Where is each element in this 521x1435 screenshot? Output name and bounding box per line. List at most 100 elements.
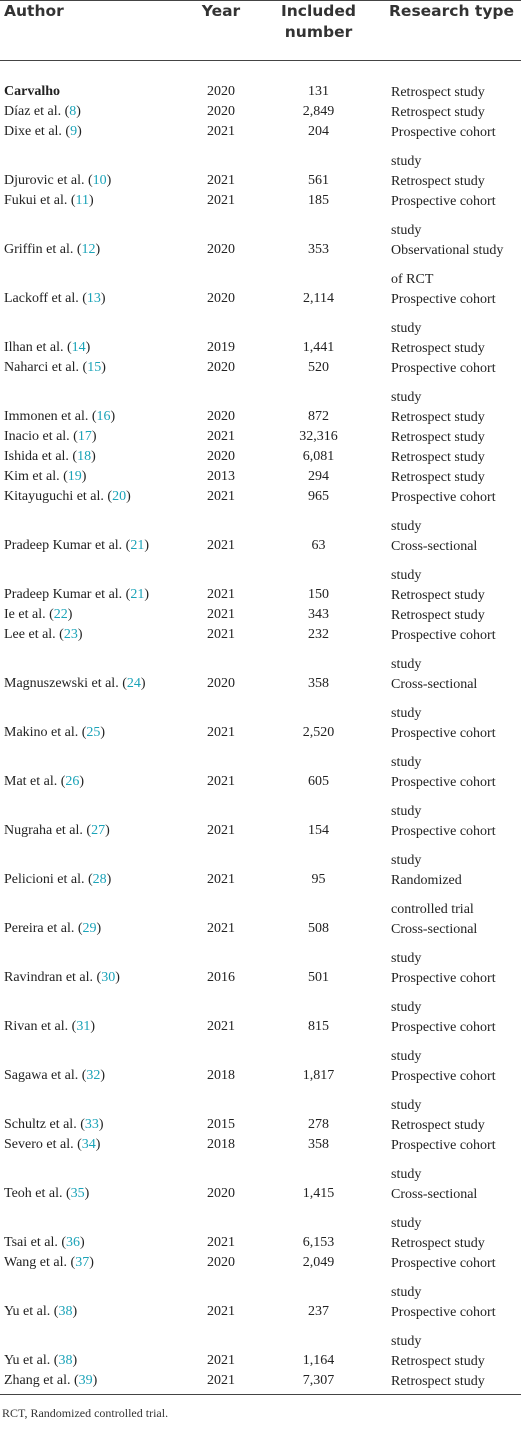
table-row: Ilhan et al. (14) 2019 1,441 Retrospect stu…	[0, 338, 521, 358]
author-name: Pradeep Kumar et al. (	[4, 538, 131, 553]
type-cell: Retrospect study	[385, 61, 521, 103]
reference-close: )	[91, 449, 96, 464]
research-type: Randomized controlled trial	[391, 872, 474, 917]
table-row: Wang et al. (37) 2020 2,049 Prospective coh…	[0, 1253, 521, 1302]
research-type: Prospective cohort study	[391, 1255, 496, 1300]
year-cell: 2021	[207, 774, 235, 789]
included-cell: 7,307	[302, 1373, 335, 1388]
header-cell: Research type	[389, 2, 515, 20]
author-cell: Zhang et al. (39)	[0, 1371, 190, 1395]
author-name: Sagawa et al. (	[4, 1068, 87, 1083]
type-cell: Prospective cohort study	[385, 968, 521, 1017]
year-cell: 2021	[207, 489, 235, 504]
reference-close: )	[110, 409, 116, 424]
year-cell: 2021	[207, 1304, 235, 1319]
author-name: Wang et al. (	[4, 1255, 76, 1270]
type-cell: Retrospect study	[385, 467, 521, 487]
year-cell: 2020	[207, 676, 235, 691]
reference-close: )	[126, 489, 131, 504]
author-name: Djurovic et al. (	[4, 173, 93, 188]
reference-close: )	[90, 1019, 95, 1034]
year-cell: 2021	[207, 627, 235, 642]
reference-link: 35	[70, 1186, 85, 1201]
research-type: Retrospect study	[391, 429, 485, 445]
research-type: Prospective cohort study	[391, 725, 496, 770]
table-row: Ie et al. (22) 2021 343 Retrospect study	[0, 605, 521, 625]
reference-link: 21	[130, 587, 145, 602]
table-row: Yu et al. (38) 2021 237 Prospective cohort …	[0, 1302, 521, 1351]
type-cell: Retrospect study	[385, 605, 521, 625]
author-cell: Teoh et al. (35)	[0, 1184, 190, 1233]
reference-link: 27	[91, 823, 106, 838]
reference-close: )	[100, 725, 106, 740]
reference-close: )	[105, 823, 110, 838]
author-name: Magnuszewski et al. (	[4, 676, 127, 691]
included-cell: 815	[308, 1019, 329, 1034]
included-cell: 95	[311, 872, 326, 887]
reference-link: 38	[58, 1353, 73, 1368]
table-row: Díaz et al. (8) 2020 2,849 Retrospect study	[0, 102, 521, 122]
author-cell: Sagawa et al. (32)	[0, 1066, 190, 1115]
author-cell: Severo et al. (34)	[0, 1135, 190, 1184]
table-row: Griffin et al. (12) 2020 353 Observational …	[0, 240, 521, 289]
type-cell: Retrospect study	[385, 585, 521, 605]
research-type: Prospective cohort study	[391, 193, 496, 238]
included-cell: 150	[308, 587, 329, 602]
reference-close: )	[72, 1353, 78, 1368]
reference-close: )	[79, 774, 85, 789]
included-cell: 2,849	[302, 104, 335, 119]
header-cell: Included number	[280, 2, 357, 41]
type-cell: Randomized controlled trial	[385, 870, 521, 919]
type-cell: Prospective cohort study	[385, 358, 521, 407]
header-row: Author Year Included number Research typ…	[0, 0, 521, 61]
author-name: Ilhan et al. (	[4, 340, 72, 355]
type-cell: Prospective cohort study	[385, 191, 521, 240]
reference-close: )	[144, 587, 150, 602]
type-cell: Prospective cohort study	[385, 772, 521, 821]
author-cell: Pradeep Kumar et al. (21)	[0, 585, 190, 605]
type-cell: Prospective cohort study	[385, 1017, 521, 1066]
author-name: Yu et al. (	[4, 1353, 59, 1368]
type-cell: Retrospect study	[385, 1371, 521, 1395]
reference-close: )	[96, 921, 102, 936]
reference-link: 29	[82, 921, 97, 936]
author-cell: Pereira et al. (29)	[0, 919, 190, 968]
reference-close: )	[106, 173, 112, 188]
reference-link: 25	[86, 725, 101, 740]
year-cell: 2020	[207, 84, 235, 99]
reference-close: )	[95, 242, 101, 257]
reference-close: )	[89, 193, 94, 208]
reference-close: )	[77, 124, 82, 139]
year-cell: 2020	[207, 1186, 235, 1201]
table-row: Yu et al. (38) 2021 1,164 Retrospect study	[0, 1351, 521, 1371]
table-row: Lackoff et al. (13) 2020 2,114 Prospective …	[0, 289, 521, 338]
included-cell: 6,153	[302, 1235, 335, 1250]
table-row: Dixe et al. (9) 2021 204 Prospective cohort…	[0, 122, 521, 171]
type-cell: Retrospect study	[385, 171, 521, 191]
author-cell: Schultz et al. (33)	[0, 1115, 190, 1135]
author-cell: Lackoff et al. (13)	[0, 289, 190, 338]
author-cell: Yu et al. (38)	[0, 1302, 190, 1351]
table-body: Carvalho 2020 131 Retrospect study Díaz et a…	[0, 61, 521, 1395]
author-cell: Nugraha et al. (27)	[0, 821, 190, 870]
research-type: Retrospect study	[391, 607, 485, 623]
author-name: Pereira et al. (	[4, 921, 83, 936]
research-type: Prospective cohort study	[391, 627, 496, 672]
reference-close: )	[80, 1235, 85, 1250]
author-name: Kitayuguchi et al. (	[4, 489, 113, 504]
table-row: Severo et al. (34) 2018 358 Prospective coh…	[0, 1135, 521, 1184]
reference-close: )	[101, 360, 106, 375]
type-cell: Cross-sectional study	[385, 536, 521, 585]
year-cell: 2016	[207, 970, 235, 985]
year-cell: 2021	[207, 725, 235, 740]
research-type: Retrospect study	[391, 340, 485, 356]
author-name: Nugraha et al. (	[4, 823, 92, 838]
reference-close: )	[72, 1304, 78, 1319]
reference-link: 23	[63, 627, 78, 642]
reference-link: 30	[101, 970, 116, 985]
author-cell: Ie et al. (22)	[0, 605, 190, 625]
year-cell: 2020	[207, 104, 235, 119]
year-cell: 2021	[207, 429, 235, 444]
author-name: Rivan et al. (	[4, 1019, 77, 1034]
year-cell: 2020	[207, 409, 235, 424]
